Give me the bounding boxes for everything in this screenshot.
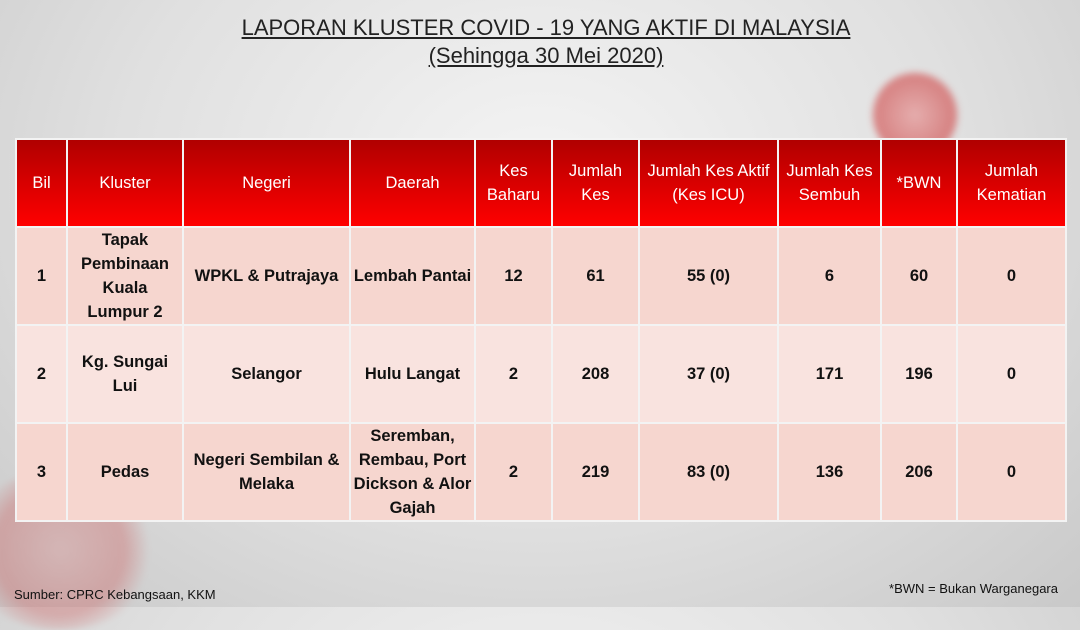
table-cell: 3: [15, 422, 68, 522]
table-cell: 37 (0): [638, 324, 779, 424]
table-cell: 206: [880, 422, 958, 522]
column-header: Daerah: [349, 138, 476, 228]
column-header: Jumlah Kes Aktif (Kes ICU): [638, 138, 779, 228]
table-cell: 219: [551, 422, 640, 522]
cluster-table: Bil Kluster Negeri Daerah Kes Baharu Jumlah K…: [15, 138, 1067, 522]
column-header: Jumlah Kes Sembuh: [777, 138, 882, 228]
source-text: Sumber: CPRC Kebangsaan, KKM: [14, 587, 216, 602]
title-line-1: LAPORAN KLUSTER COVID - 19 YANG AKTIF DI…: [241, 15, 851, 40]
table-cell: Kg. Sungai Lui: [66, 324, 184, 424]
table-cell: Tapak Pembinaan Kuala Lumpur 2: [66, 226, 184, 326]
table-cell: 0: [956, 324, 1067, 424]
table-cell: 0: [956, 226, 1067, 326]
table-cell: 12: [474, 226, 553, 326]
table-row: 2 Kg. Sungai Lui Selangor Hulu Langat 2 208 37…: [15, 324, 1067, 424]
table-cell: 2: [474, 324, 553, 424]
table-cell: 208: [551, 324, 640, 424]
table-cell: 196: [880, 324, 958, 424]
table-cell: 0: [956, 422, 1067, 522]
table-cell: 2: [15, 324, 68, 424]
column-header: *BWN: [880, 138, 958, 228]
table-cell: 83 (0): [638, 422, 779, 522]
table-cell: Hulu Langat: [349, 324, 476, 424]
table-cell: 60: [880, 226, 958, 326]
column-header: Bil: [15, 138, 68, 228]
title-line-2: (Sehingga 30 Mei 2020): [428, 43, 664, 68]
column-header: Jumlah Kematian: [956, 138, 1067, 228]
table-cell: 61: [551, 226, 640, 326]
table-cell: 171: [777, 324, 882, 424]
column-header: Jumlah Kes: [551, 138, 640, 228]
page-title: LAPORAN KLUSTER COVID - 19 YANG AKTIF DI…: [0, 14, 1080, 70]
table-cell: Seremban, Rembau, Port Dickson & Alor Ga…: [349, 422, 476, 522]
table-row: 1 Tapak Pembinaan Kuala Lumpur 2 WPKL & Pu…: [15, 226, 1067, 326]
table-cell: WPKL & Putrajaya: [182, 226, 351, 326]
bwn-note: *BWN = Bukan Warganegara: [889, 581, 1058, 596]
table-cell: Negeri Sembilan & Melaka: [182, 422, 351, 522]
table-cell: 1: [15, 226, 68, 326]
table-cell: Selangor: [182, 324, 351, 424]
header-row: Bil Kluster Negeri Daerah Kes Baharu Jumlah K…: [15, 138, 1067, 228]
table-cell: Pedas: [66, 422, 184, 522]
table-cell: 55 (0): [638, 226, 779, 326]
column-header: Kes Baharu: [474, 138, 553, 228]
table-cell: Lembah Pantai: [349, 226, 476, 326]
column-header: Negeri: [182, 138, 351, 228]
table-cell: 2: [474, 422, 553, 522]
table-cell: 136: [777, 422, 882, 522]
column-header: Kluster: [66, 138, 184, 228]
table-row: 3 Pedas Negeri Sembilan & Melaka Seremban, …: [15, 422, 1067, 522]
table-cell: 6: [777, 226, 882, 326]
